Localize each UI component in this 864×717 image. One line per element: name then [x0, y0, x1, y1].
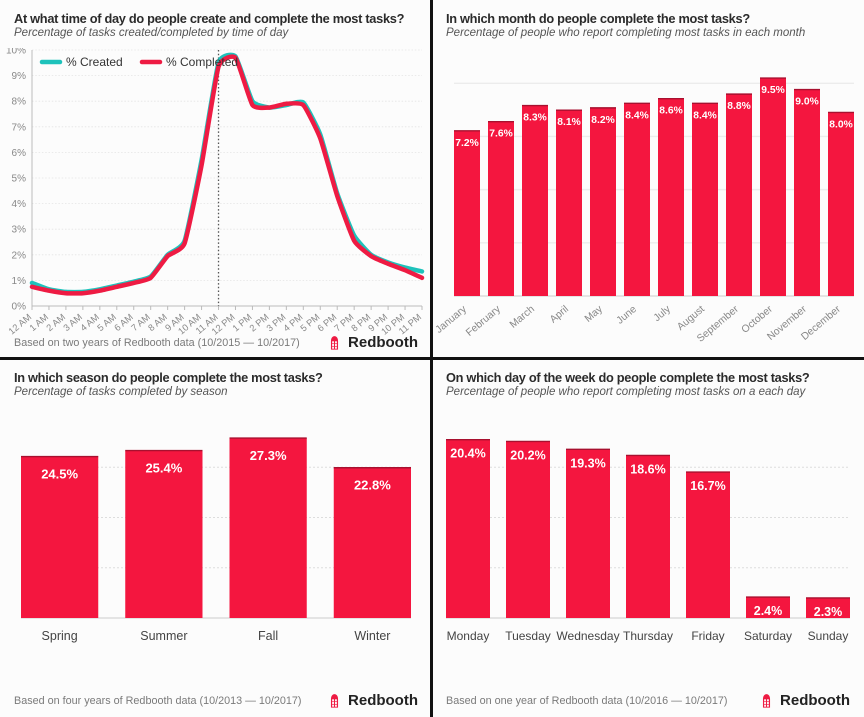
svg-text:7%: 7%: [12, 122, 27, 133]
svg-text:3%: 3%: [12, 225, 27, 236]
svg-text:February: February: [464, 303, 503, 338]
svg-text:% Completed: % Completed: [166, 55, 238, 69]
svg-text:2.4%: 2.4%: [754, 604, 783, 618]
svg-text:Spring: Spring: [42, 629, 78, 643]
svg-text:25.4%: 25.4%: [145, 461, 182, 476]
svg-text:20.4%: 20.4%: [450, 447, 485, 461]
svg-text:8.3%: 8.3%: [523, 113, 546, 124]
svg-text:Wednesday: Wednesday: [556, 629, 619, 643]
svg-text:August: August: [675, 304, 707, 333]
svg-text:Fall: Fall: [258, 629, 278, 643]
svg-text:22.8%: 22.8%: [354, 478, 391, 493]
svg-text:9.0%: 9.0%: [795, 97, 818, 108]
svg-text:1%: 1%: [12, 276, 27, 287]
svg-text:2%: 2%: [12, 250, 27, 261]
svg-text:June: June: [615, 304, 639, 327]
svg-text:March: March: [508, 304, 537, 331]
svg-text:2.3%: 2.3%: [814, 605, 843, 619]
svg-text:4%: 4%: [12, 199, 27, 210]
svg-text:8.2%: 8.2%: [591, 115, 614, 126]
svg-text:9.5%: 9.5%: [761, 85, 784, 96]
svg-text:Tuesday: Tuesday: [505, 629, 551, 643]
svg-text:Sunday: Sunday: [808, 629, 849, 643]
svg-text:Summer: Summer: [140, 629, 187, 643]
svg-text:April: April: [548, 304, 571, 326]
svg-text:Thursday: Thursday: [623, 629, 673, 643]
svg-text:10%: 10%: [6, 48, 26, 57]
svg-text:20.2%: 20.2%: [510, 448, 545, 462]
svg-text:8.8%: 8.8%: [727, 101, 750, 112]
svg-text:8.0%: 8.0%: [829, 119, 852, 130]
svg-text:8.4%: 8.4%: [693, 110, 716, 121]
svg-text:8.4%: 8.4%: [625, 110, 648, 121]
svg-text:% Created: % Created: [66, 55, 123, 69]
svg-text:8%: 8%: [12, 97, 27, 108]
svg-text:16.7%: 16.7%: [690, 479, 725, 493]
svg-text:27.3%: 27.3%: [250, 448, 287, 463]
svg-text:18.6%: 18.6%: [630, 462, 665, 476]
svg-text:0%: 0%: [12, 302, 27, 313]
svg-text:8.6%: 8.6%: [659, 106, 682, 117]
svg-text:July: July: [652, 303, 674, 324]
svg-text:19.3%: 19.3%: [570, 456, 605, 470]
svg-text:May: May: [583, 303, 606, 324]
svg-text:5%: 5%: [12, 174, 27, 185]
svg-text:Monday: Monday: [447, 629, 490, 643]
svg-text:Friday: Friday: [691, 629, 724, 643]
svg-text:Saturday: Saturday: [744, 629, 792, 643]
svg-text:6%: 6%: [12, 148, 27, 159]
svg-text:7.2%: 7.2%: [455, 138, 478, 149]
svg-text:9%: 9%: [12, 71, 27, 82]
svg-text:Winter: Winter: [354, 629, 390, 643]
svg-text:7.6%: 7.6%: [489, 129, 512, 140]
svg-text:8.1%: 8.1%: [557, 117, 580, 128]
svg-text:24.5%: 24.5%: [41, 467, 78, 482]
